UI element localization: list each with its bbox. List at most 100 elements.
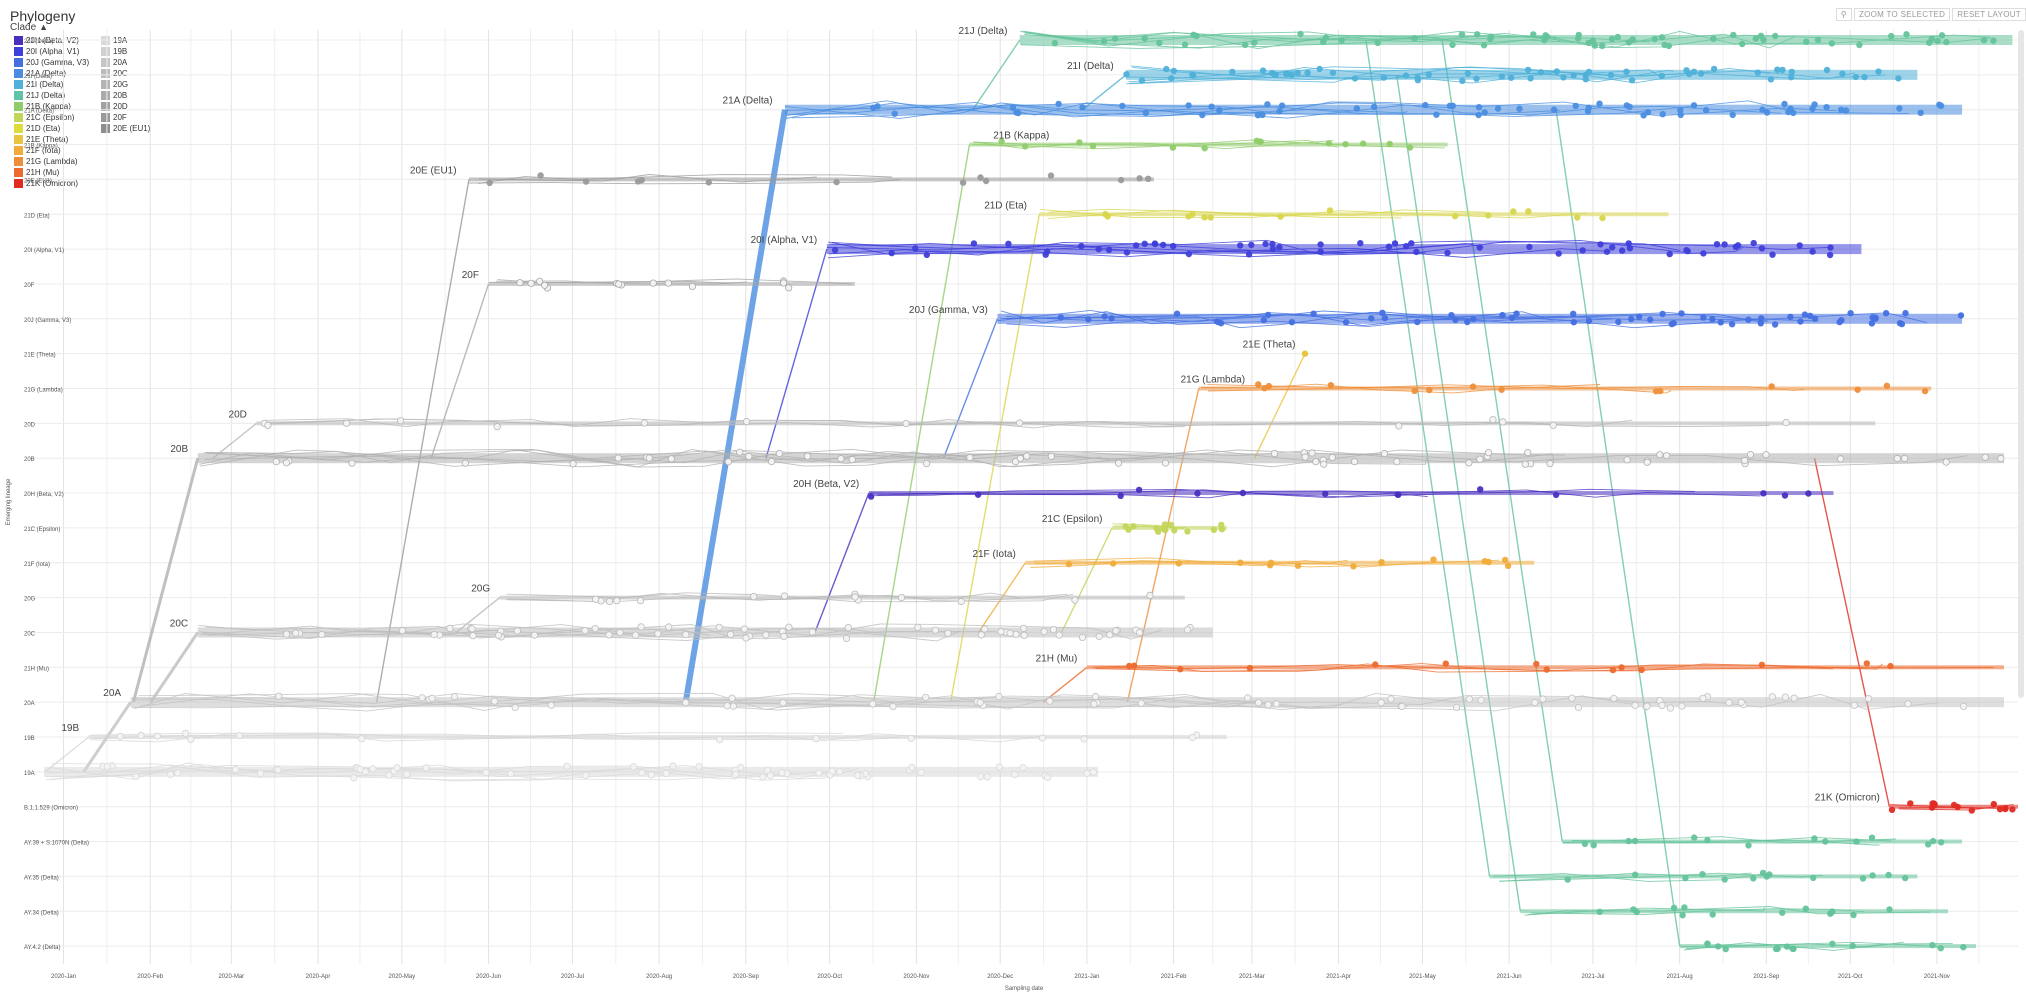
sample-point <box>1610 694 1618 702</box>
sample-point <box>1570 72 1577 79</box>
sample-point <box>779 699 787 707</box>
sample-point <box>1853 838 1860 845</box>
legend-item[interactable]: 21G (Lambda) <box>14 157 78 167</box>
y-tick-label: 21E (Theta) <box>24 353 56 359</box>
search-icon[interactable]: ⚲ <box>1835 8 1852 21</box>
sample-point <box>1921 387 1929 395</box>
legend-item[interactable]: 19B <box>101 47 127 57</box>
sample-point <box>1582 76 1590 83</box>
sample-point <box>1110 560 1117 567</box>
sample-point <box>1199 111 1206 119</box>
sample-point <box>1907 800 1914 807</box>
lineage-row <box>1520 904 1949 919</box>
lineage-branch <box>973 139 1339 148</box>
legend-toggle[interactable]: Clade ▲ <box>10 22 48 33</box>
sample-point <box>1442 660 1450 667</box>
sample-point <box>614 454 622 462</box>
legend-item[interactable]: 20I (Alpha, V1) <box>14 47 79 57</box>
legend-item[interactable]: 21I (Delta) <box>14 80 63 90</box>
sample-point <box>1788 68 1796 76</box>
sample-point <box>1553 68 1561 75</box>
legend-item[interactable]: 21B (Kappa) <box>14 102 71 112</box>
lineage-bundle <box>1562 839 1963 844</box>
sample-point <box>914 623 922 631</box>
legend-swatch <box>101 113 110 123</box>
sample-point <box>695 762 703 771</box>
legend-item[interactable]: 21E (Theta) <box>14 135 68 145</box>
legend-item[interactable]: 21K (Omicron) <box>14 179 78 189</box>
sample-point <box>1122 523 1129 530</box>
sample-point <box>1360 140 1367 147</box>
sample-point <box>1167 521 1175 528</box>
legend-item[interactable]: 21J (Delta) <box>14 91 65 101</box>
zoom-to-selected-button[interactable]: ZOOM TO SELECTED <box>1853 8 1951 21</box>
sample-point <box>1887 662 1894 670</box>
sample-point <box>1745 842 1752 849</box>
sample-point <box>1704 940 1711 947</box>
sample-point <box>669 762 677 770</box>
sample-point <box>1080 735 1088 743</box>
lineage-bundle <box>1126 69 1918 80</box>
sample-point <box>1208 103 1215 110</box>
sample-point <box>1251 39 1258 46</box>
legend-item[interactable]: 20A <box>101 58 127 68</box>
sample-point <box>982 177 990 185</box>
legend-item-label: 21D (Eta) <box>26 124 61 133</box>
y-tick-label: 21C (Epsilon) <box>24 527 60 533</box>
sample-point <box>970 240 978 247</box>
sample-point <box>1320 38 1327 46</box>
legend-item[interactable]: 20D <box>101 102 128 112</box>
sample-point <box>1968 807 1976 814</box>
clade-label: 21B (Kappa) <box>993 131 1049 142</box>
clade-label: 21D (Eta) <box>984 200 1027 211</box>
sample-point <box>1596 908 1603 915</box>
lineage-branch <box>138 693 1260 709</box>
x-tick-label: 2020-Apr <box>306 974 331 980</box>
legend-item[interactable]: 21C (Epsilon) <box>14 113 74 123</box>
legend-item[interactable]: 21D (Eta) <box>14 124 60 134</box>
lineage-branch <box>46 764 860 781</box>
sample-point <box>1901 454 1909 462</box>
sample-point <box>1411 387 1418 394</box>
sample-point <box>1570 319 1578 326</box>
sample-point <box>780 592 789 600</box>
legend-item[interactable]: 20B <box>101 91 127 101</box>
sample-point <box>1245 251 1253 258</box>
lineage-branch <box>1499 872 1752 882</box>
sample-point <box>1499 311 1506 319</box>
sample-point <box>1682 874 1689 882</box>
sample-point <box>976 773 985 781</box>
sample-point <box>853 771 862 779</box>
sample-point <box>1787 74 1795 81</box>
sample-point <box>1304 69 1311 77</box>
sample-point <box>1838 317 1845 324</box>
legend-item[interactable]: 21H (Mu) <box>14 168 59 178</box>
sample-point <box>527 279 535 287</box>
sample-point <box>917 768 925 777</box>
sample-point <box>897 593 906 602</box>
legend-item[interactable]: 20G <box>101 80 128 90</box>
legend-item[interactable]: 20F <box>101 113 127 123</box>
sample-point <box>1123 71 1130 78</box>
sample-point <box>1750 239 1757 247</box>
lineage-branch <box>45 763 850 781</box>
legend-item[interactable]: 20J (Gamma, V3) <box>14 58 89 68</box>
sample-point <box>1526 243 1533 251</box>
sample-point <box>1868 320 1876 327</box>
sample-point <box>1047 172 1055 179</box>
sample-point <box>1370 103 1378 111</box>
sample-point <box>1525 208 1532 215</box>
sample-point <box>808 628 817 636</box>
legend-swatch <box>14 91 23 101</box>
legend-item[interactable]: 21A (Delta) <box>14 69 66 79</box>
lineage-branch <box>877 489 1761 499</box>
legend-item[interactable]: 21F (Iota) <box>14 146 61 156</box>
sample-point <box>742 417 751 426</box>
x-tick-label: 2020-Jan <box>51 974 76 980</box>
sample-point <box>638 769 646 777</box>
legend-item[interactable]: 20E (EU1) <box>101 124 150 134</box>
legend-item[interactable]: 20C <box>101 69 128 79</box>
vertical-scrollbar[interactable] <box>2018 30 2024 698</box>
sample-point <box>1721 241 1728 248</box>
